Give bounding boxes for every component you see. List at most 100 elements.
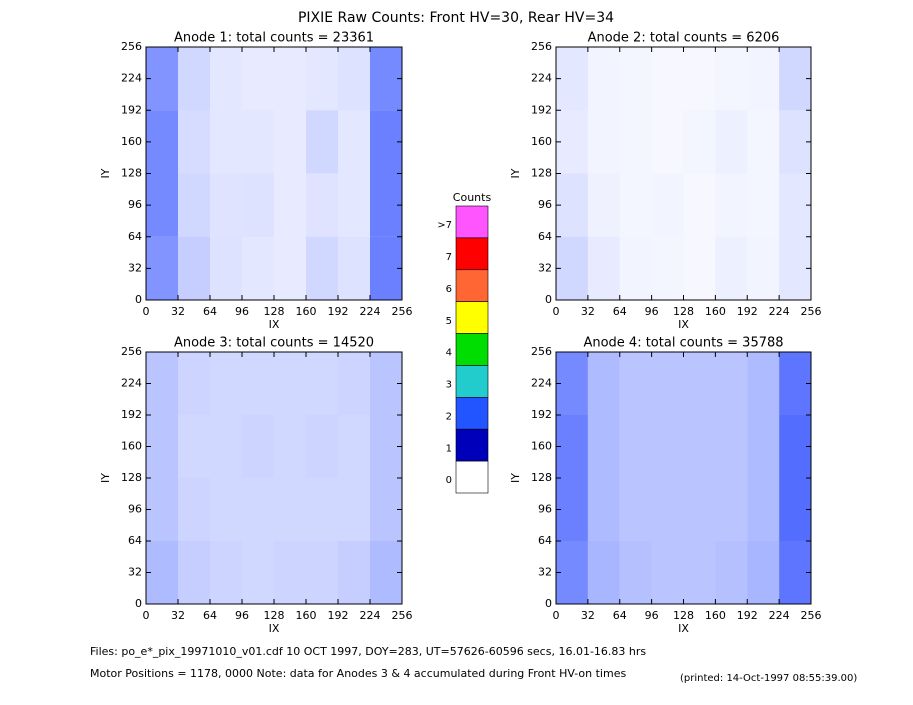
density-cell bbox=[178, 47, 210, 111]
density-cell bbox=[556, 415, 588, 478]
x-axis-label: IX bbox=[678, 622, 689, 635]
density-cell bbox=[747, 541, 780, 604]
y-tick-label: 224 bbox=[531, 377, 552, 390]
density-cell bbox=[651, 478, 684, 541]
x-tick-label: 128 bbox=[673, 305, 694, 318]
density-cell bbox=[556, 110, 588, 174]
colorbar-swatch bbox=[455, 269, 489, 302]
x-tick-label: 0 bbox=[143, 305, 150, 318]
density-cell bbox=[306, 173, 338, 237]
density-cell bbox=[274, 47, 306, 111]
panel-title: Anode 3: total counts = 14520 bbox=[174, 336, 374, 351]
colorbar-title: Counts bbox=[453, 191, 492, 204]
x-tick-label: 192 bbox=[737, 609, 758, 622]
colorbar-swatch bbox=[455, 460, 489, 494]
density-cell bbox=[338, 173, 370, 237]
y-tick-label: 64 bbox=[128, 534, 142, 547]
density-cell bbox=[242, 352, 274, 415]
density-cell bbox=[274, 415, 306, 478]
density-cell bbox=[587, 47, 620, 111]
x-tick-label: 224 bbox=[360, 305, 381, 318]
density-cell bbox=[651, 352, 684, 415]
density-cell bbox=[370, 110, 402, 174]
density-cell bbox=[274, 236, 306, 300]
density-cell bbox=[146, 236, 178, 300]
density-cell bbox=[651, 47, 684, 111]
density-cell bbox=[370, 478, 402, 541]
density-cell bbox=[242, 541, 274, 604]
x-tick-label: 224 bbox=[769, 305, 790, 318]
y-tick-label: 64 bbox=[538, 230, 552, 243]
footer-motor: Motor Positions = 1178, 0000 Note: data … bbox=[90, 667, 626, 680]
y-tick-label: 96 bbox=[538, 198, 552, 211]
density-cell bbox=[651, 415, 684, 478]
density-cell bbox=[242, 236, 274, 300]
colorbar-swatch bbox=[455, 428, 489, 462]
x-tick-label: 224 bbox=[360, 609, 381, 622]
x-tick-label: 224 bbox=[769, 609, 790, 622]
density-cell bbox=[683, 47, 716, 111]
density-cell bbox=[338, 110, 370, 174]
x-tick-label: 96 bbox=[645, 609, 659, 622]
x-tick-label: 32 bbox=[171, 609, 185, 622]
x-tick-label: 192 bbox=[328, 609, 349, 622]
density-cell bbox=[370, 352, 402, 415]
density-cell bbox=[178, 541, 210, 604]
x-tick-label: 64 bbox=[613, 305, 627, 318]
density-cell bbox=[178, 110, 210, 174]
density-cell bbox=[242, 47, 274, 111]
colorbar-label: 6 bbox=[446, 284, 452, 295]
density-cell bbox=[242, 173, 274, 237]
density-cell bbox=[779, 478, 811, 541]
density-cell bbox=[779, 352, 811, 415]
density-cell bbox=[556, 236, 588, 300]
colorbar-label: 1 bbox=[446, 443, 452, 454]
y-tick-label: 96 bbox=[128, 198, 142, 211]
x-tick-label: 96 bbox=[235, 305, 249, 318]
density-cell bbox=[306, 352, 338, 415]
x-tick-label: 96 bbox=[645, 305, 659, 318]
density-cell bbox=[146, 478, 178, 541]
density-cell bbox=[306, 541, 338, 604]
density-cell bbox=[306, 110, 338, 174]
density-cell bbox=[587, 352, 620, 415]
y-tick-label: 256 bbox=[531, 40, 552, 53]
density-cell bbox=[651, 236, 684, 300]
density-cell bbox=[779, 110, 811, 174]
page-title: PIXIE Raw Counts: Front HV=30, Rear HV=3… bbox=[298, 10, 614, 26]
y-tick-label: 160 bbox=[121, 440, 142, 453]
x-tick-label: 192 bbox=[737, 305, 758, 318]
x-tick-label: 160 bbox=[705, 305, 726, 318]
density-cell bbox=[715, 415, 748, 478]
y-tick-label: 192 bbox=[121, 103, 142, 116]
colorbar-label: 3 bbox=[446, 380, 452, 391]
density-cell bbox=[747, 415, 780, 478]
density-cell bbox=[683, 541, 716, 604]
x-tick-label: 256 bbox=[801, 305, 822, 318]
y-tick-label: 256 bbox=[531, 345, 552, 358]
density-cell bbox=[747, 47, 780, 111]
footer-printed: (printed: 14-Oct-1997 08:55:39.00) bbox=[680, 673, 857, 684]
panel-title: Anode 4: total counts = 35788 bbox=[583, 336, 783, 351]
y-tick-label: 192 bbox=[531, 408, 552, 421]
y-tick-label: 256 bbox=[121, 40, 142, 53]
density-cell bbox=[210, 478, 242, 541]
y-tick-label: 128 bbox=[121, 167, 142, 180]
density-cell bbox=[715, 173, 748, 237]
x-axis-label: IX bbox=[269, 622, 280, 635]
density-cell bbox=[306, 478, 338, 541]
density-cell bbox=[715, 47, 748, 111]
colorbar-label: 0 bbox=[446, 475, 452, 486]
y-tick-label: 32 bbox=[128, 261, 142, 274]
footer-files: Files: po_e*_pix_19971010_v01.cdf 10 OCT… bbox=[90, 645, 646, 658]
density-cell bbox=[370, 236, 402, 300]
y-tick-label: 128 bbox=[121, 471, 142, 484]
density-cell bbox=[651, 173, 684, 237]
density-cell bbox=[747, 110, 780, 174]
density-cell bbox=[556, 47, 588, 111]
colorbar-swatch bbox=[455, 301, 489, 334]
density-cell bbox=[715, 478, 748, 541]
y-tick-label: 0 bbox=[545, 597, 552, 610]
density-cell bbox=[683, 110, 716, 174]
